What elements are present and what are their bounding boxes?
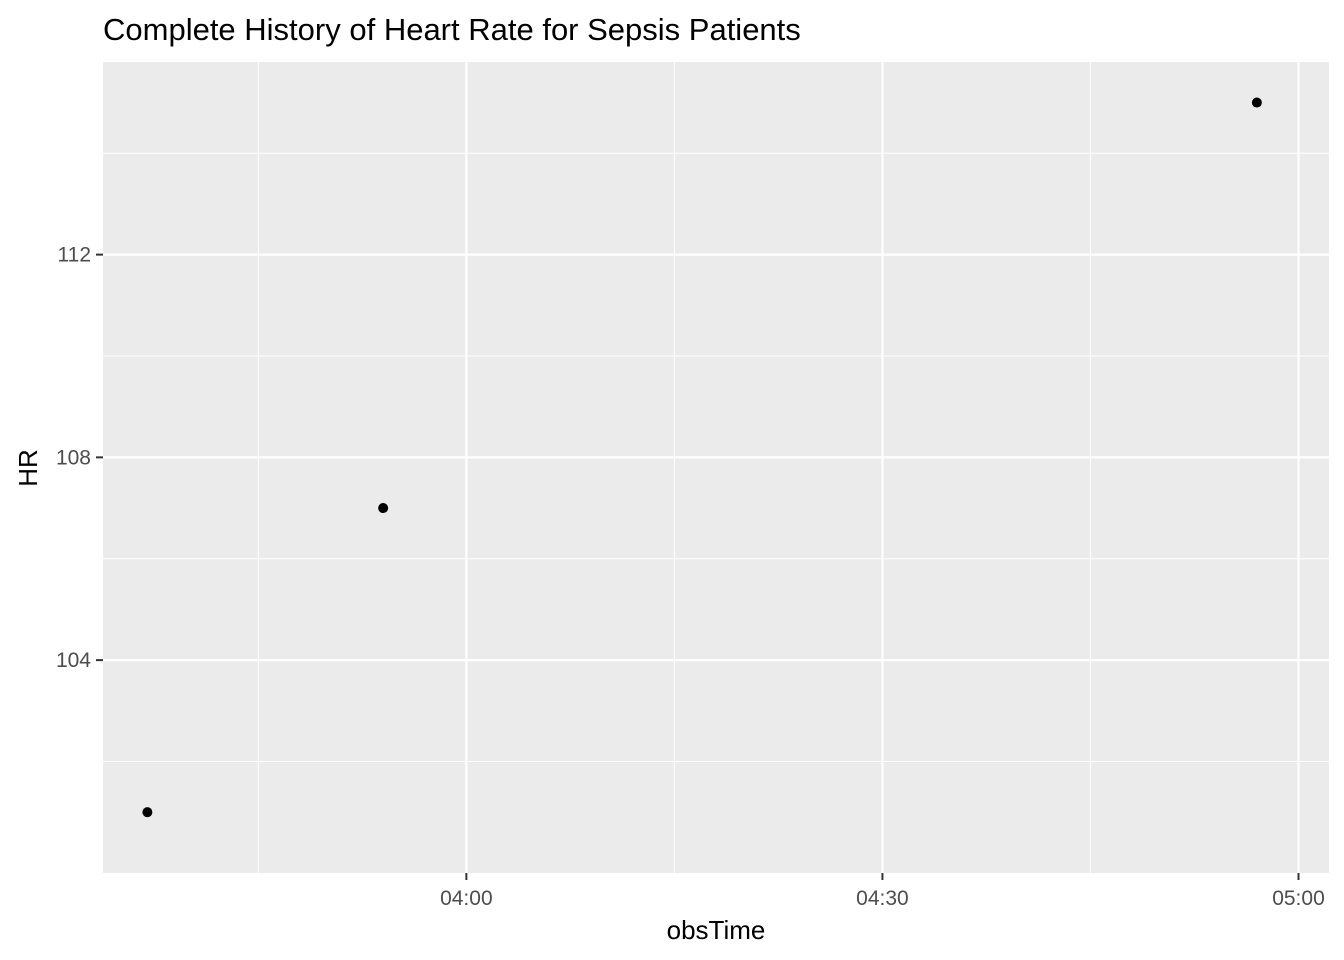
data-point: [378, 503, 389, 514]
major-gridlines: [103, 62, 1329, 873]
x-tick-label: 04:00: [440, 887, 493, 910]
y-tick-label: 112: [58, 244, 91, 267]
x-axis-title: obsTime: [667, 915, 766, 945]
chart-title: Complete History of Heart Rate for Sepsi…: [103, 12, 801, 47]
data-point: [142, 807, 153, 818]
y-axis-title: HR: [13, 449, 43, 487]
y-tick-label: 104: [56, 649, 91, 672]
plot-panel: [103, 62, 1329, 873]
x-tick-label: 05:00: [1272, 887, 1325, 910]
data-points: [142, 97, 1262, 818]
data-point: [1251, 97, 1262, 108]
y-tick-label: 108: [56, 446, 91, 469]
x-tick-label: 04:30: [856, 887, 909, 910]
minor-gridlines: [103, 62, 1329, 873]
y-axis: 104 108 112: [56, 244, 103, 672]
x-axis: 04:00 04:30 05:00: [440, 873, 1325, 910]
